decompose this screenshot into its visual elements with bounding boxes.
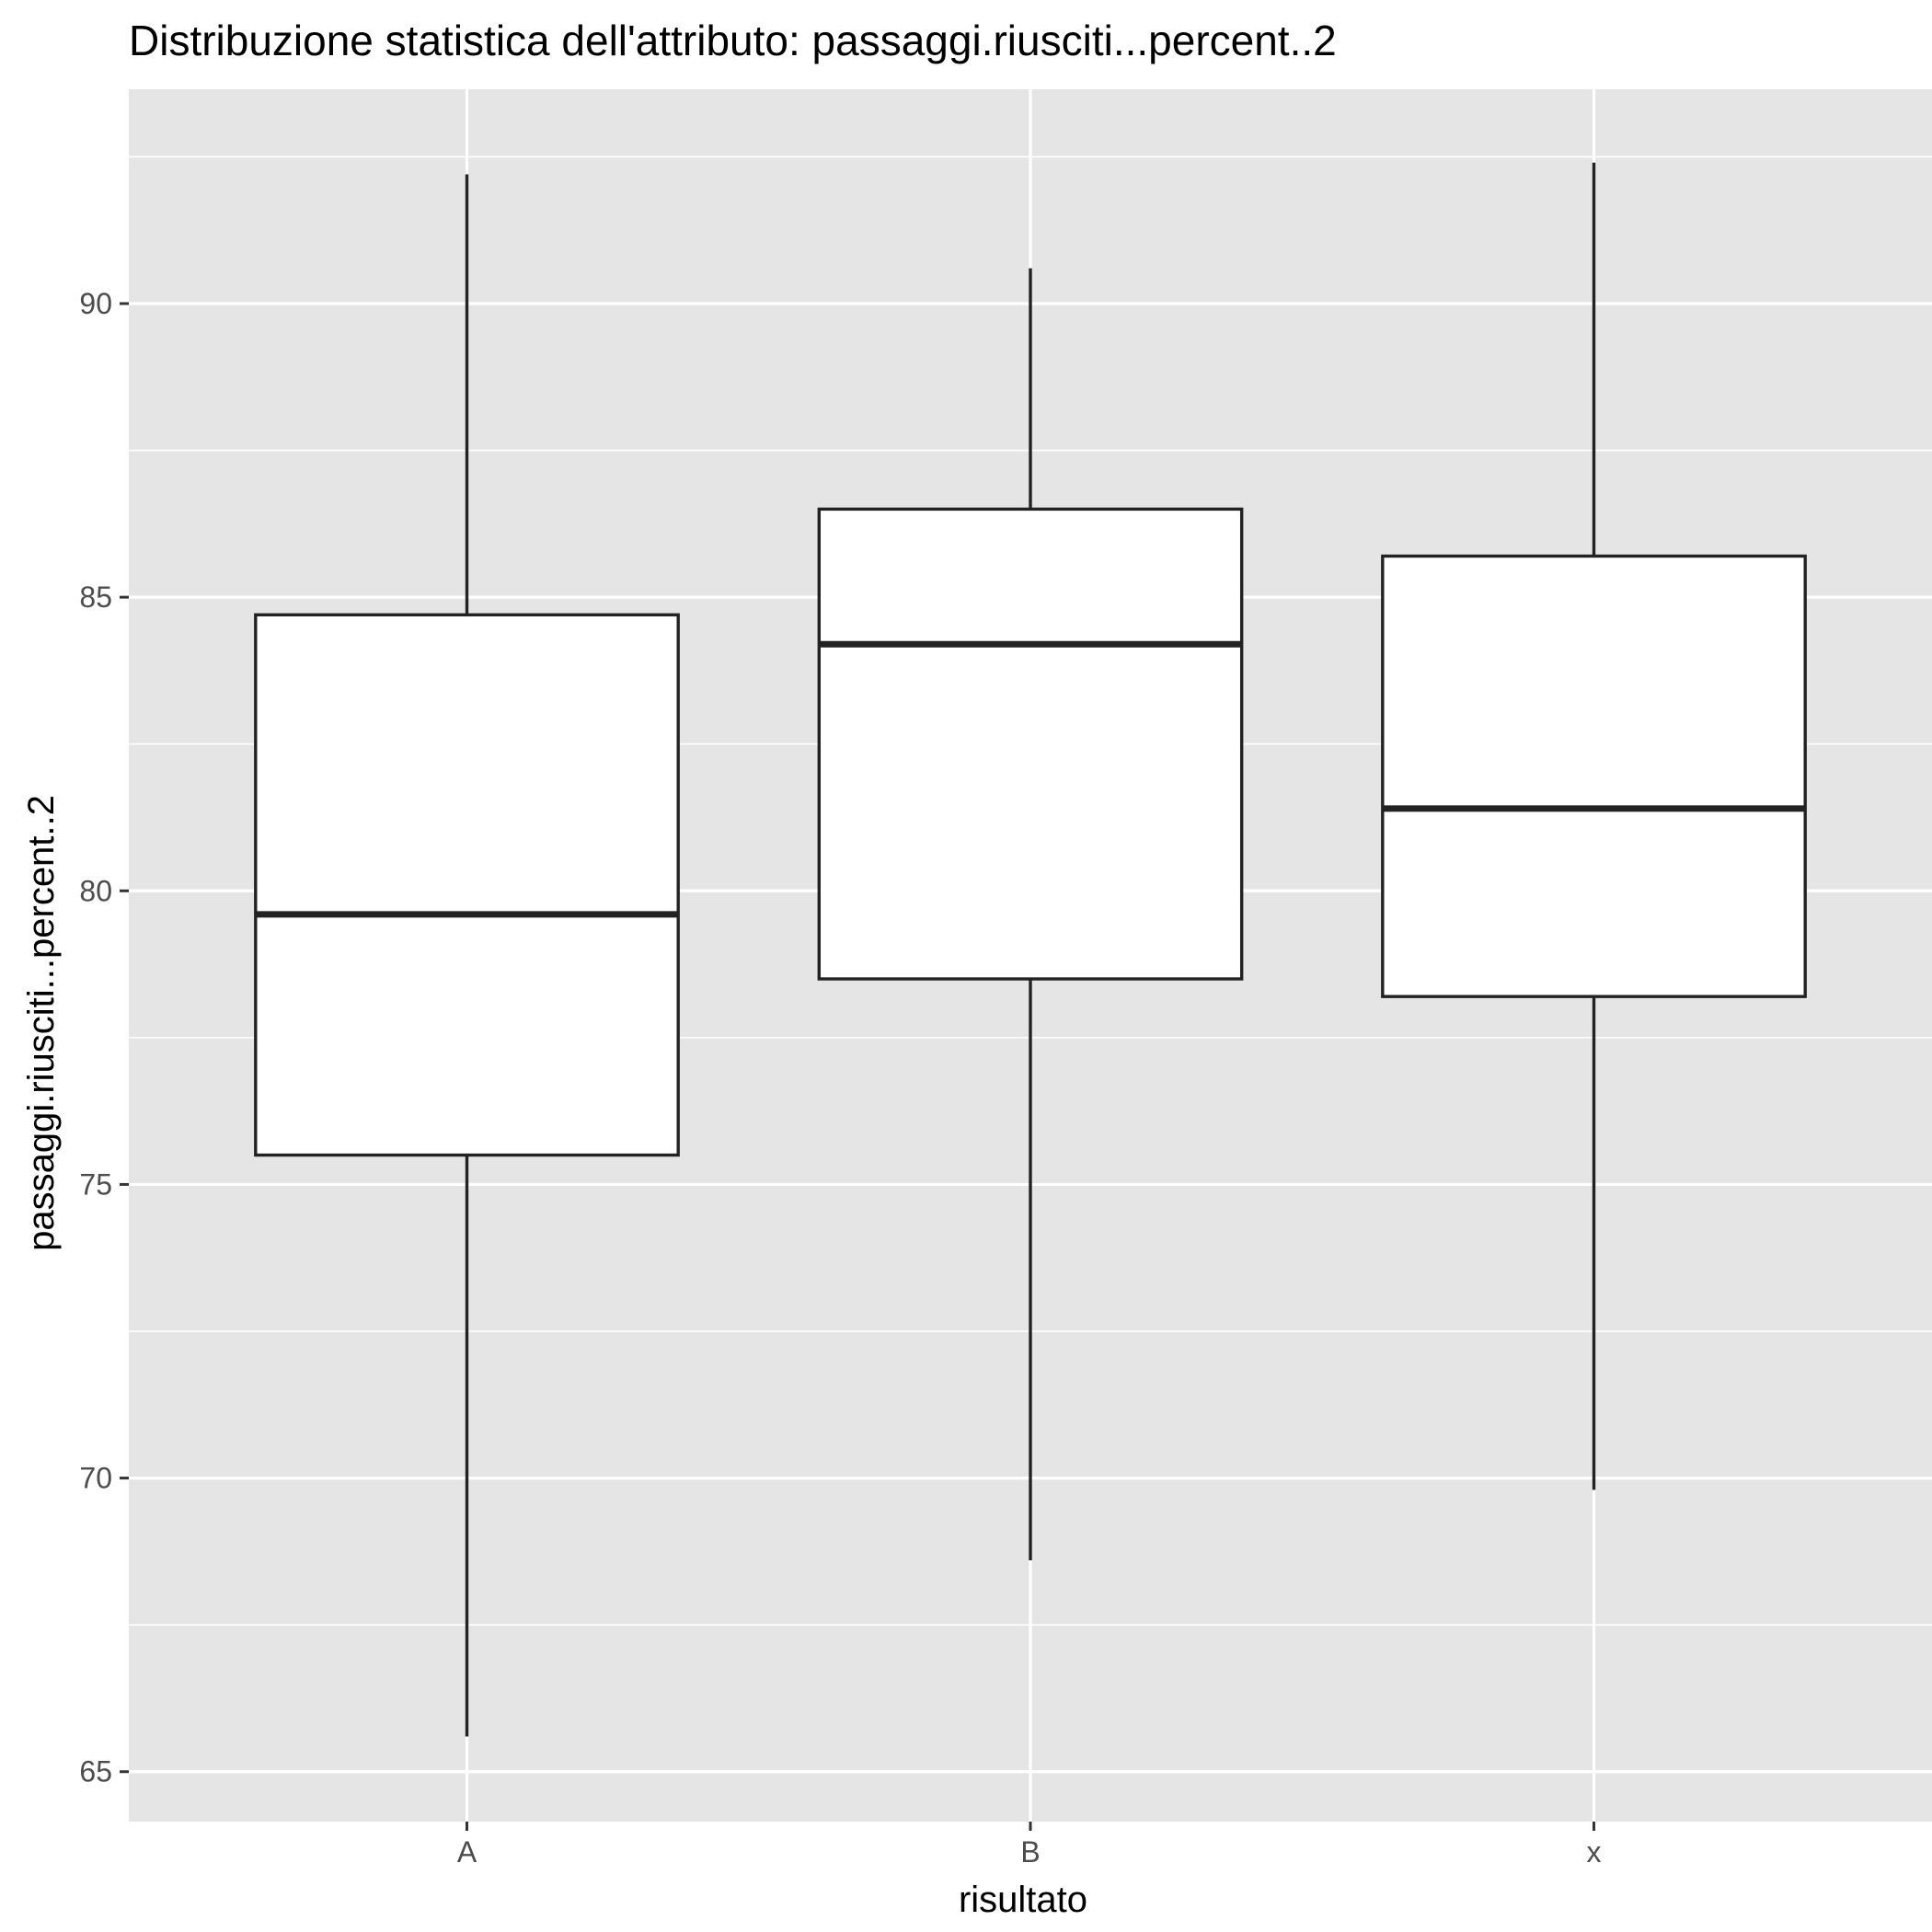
x-tick-label: B <box>1020 1835 1040 1869</box>
x-tick-label: x <box>1587 1835 1602 1869</box>
box-A <box>254 174 680 1737</box>
x-axis-title: risultato <box>959 1880 1087 1920</box>
box-x <box>1381 162 1807 1490</box>
y-tick-label: 70 <box>79 1462 112 1495</box>
box-iqr <box>254 613 680 1157</box>
y-tick-label: 80 <box>79 874 112 907</box>
chart-title: Distribuzione statistica dell'attributo:… <box>129 17 1337 64</box>
box-iqr <box>817 507 1244 981</box>
box-B <box>817 268 1244 1560</box>
y-axis-title: passaggi.riusciti...percent..2 <box>21 795 62 1251</box>
y-tick-label: 75 <box>79 1167 112 1201</box>
y-tick-label: 65 <box>79 1755 112 1788</box>
box-iqr <box>1381 554 1807 998</box>
box-series <box>254 162 1807 1737</box>
y-axis: 65 70 75 80 85 90 <box>79 287 129 1788</box>
y-tick-label: 85 <box>79 581 112 614</box>
x-tick-label: A <box>457 1835 477 1869</box>
y-tick-label: 90 <box>79 287 112 320</box>
